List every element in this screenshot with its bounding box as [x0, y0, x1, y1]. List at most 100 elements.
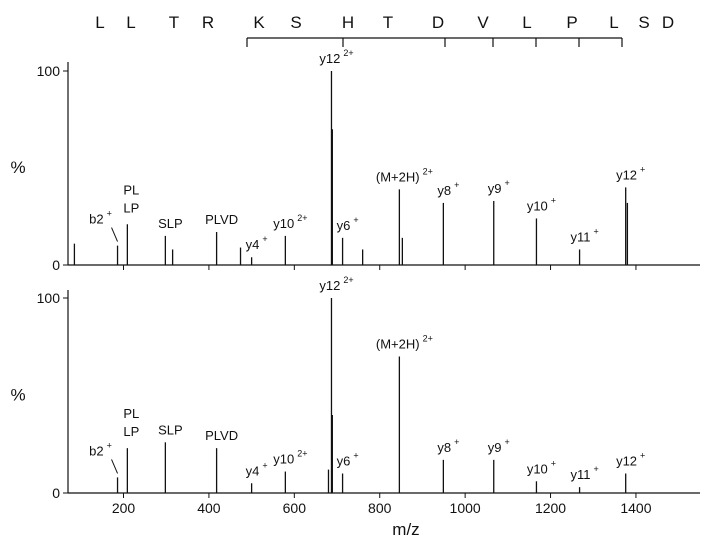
annotation-charge: + [353, 451, 358, 461]
annotation-label: PL [123, 406, 139, 421]
annotation-charge: + [454, 437, 459, 447]
annotation-charge: 2+ [343, 275, 353, 285]
annotation-label: y11 [570, 229, 590, 244]
annotation-label: y8 [437, 183, 451, 198]
peak-annotation: y10 2+ [273, 213, 307, 231]
sequence-residue: S [638, 13, 649, 32]
annotation-label: y12 [616, 167, 637, 182]
annotation-label: y10 [273, 452, 294, 467]
annotation-label: (M+2H) [376, 169, 420, 184]
x-axis-title: m/z [392, 520, 419, 539]
peak-annotation: y10 + [527, 458, 556, 476]
sequence-bracket [246, 37, 623, 47]
peak-annotation: y4 + [246, 460, 268, 478]
annotation-charge: + [107, 209, 112, 219]
annotation-charge: 2+ [423, 166, 433, 176]
peak-annotation: y10 + [527, 195, 556, 213]
peak-annotation: (M+2H) 2+ [376, 334, 433, 352]
annotation-label: y11 [570, 467, 590, 482]
annotation-charge: + [262, 234, 267, 244]
peak-annotation: LP [123, 424, 139, 439]
annotation-charge: 2+ [423, 334, 433, 344]
annotation-charge: 2+ [343, 48, 353, 58]
x-tick-label: 600 [283, 500, 307, 516]
annotation-charge: + [551, 458, 556, 468]
annotation-charge: + [640, 451, 645, 461]
x-tick-label: 400 [197, 500, 221, 516]
annotation-label: y10 [527, 198, 548, 213]
peak-annotation: b2 + [89, 209, 112, 227]
sequence-residue: H [342, 13, 354, 32]
y-tick-label: 0 [52, 485, 60, 501]
peak-annotation: LP [123, 200, 139, 215]
annotation-label: y6 [337, 218, 351, 233]
annotation-label: PLVD [205, 428, 238, 443]
annotation-charge: 2+ [297, 213, 307, 223]
peak-annotation: y4 + [246, 234, 268, 252]
annotation-charge: + [504, 437, 509, 447]
annotation-label: PL [123, 182, 139, 197]
annotation-label: y10 [527, 461, 548, 476]
annotation-label: LP [123, 424, 139, 439]
x-tick-label: 200 [112, 500, 136, 516]
annotation-label: SLP [158, 216, 183, 231]
peak-annotation: SLP [158, 216, 183, 231]
sequence-residue: P [566, 13, 577, 32]
sequence-residue: T [169, 13, 179, 32]
annotation-label: PLVD [205, 212, 238, 227]
annotation-charge: + [551, 195, 556, 205]
sequence-residue: V [477, 13, 489, 32]
annotation-label: y12 [616, 454, 637, 469]
peak-annotation: y8 + [437, 437, 459, 455]
annotation-label: y6 [337, 454, 351, 469]
y-tick-label: 100 [37, 290, 61, 306]
y-tick-label: 100 [37, 63, 61, 79]
peak-annotation: y8 + [437, 180, 459, 198]
y-axis-title: % [10, 386, 25, 405]
sequence-residue: L [522, 13, 531, 32]
annotation-label: y12 [319, 278, 340, 293]
peak-annotation: y6 + [337, 215, 359, 233]
annotation-label: y12 [319, 51, 340, 66]
peak-annotation: y12 2+ [319, 48, 353, 66]
sequence-residue: T [383, 13, 393, 32]
peak-annotation: y9 + [488, 437, 510, 455]
annotation-label: y4 [246, 237, 260, 252]
annotation-label: y10 [273, 216, 294, 231]
annotation-label: y8 [437, 440, 451, 455]
annotation-charge: + [593, 226, 598, 236]
peak-annotation: PLVD [205, 212, 238, 227]
annotation-charge: + [262, 460, 267, 470]
annotation-leader [111, 227, 118, 242]
sequence-residue: L [609, 13, 618, 32]
peak-annotation: y6 + [337, 451, 359, 469]
annotation-label: SLP [158, 422, 183, 437]
peak-annotation: y10 2+ [273, 449, 307, 467]
peak-annotation: PLVD [205, 428, 238, 443]
peak-annotation: SLP [158, 422, 183, 437]
sequence-residue: L [126, 13, 135, 32]
sequence-residue: D [432, 13, 444, 32]
annotation-label: (M+2H) [376, 337, 420, 352]
annotation-charge: + [454, 180, 459, 190]
annotation-label: b2 [89, 212, 103, 227]
annotation-charge: + [353, 215, 358, 225]
peak-annotation: y11 + [570, 464, 598, 482]
peak-annotation: (M+2H) 2+ [376, 166, 433, 184]
annotation-label: b2 [89, 443, 103, 458]
peak-annotation: y12 + [616, 164, 645, 182]
annotation-label: LP [123, 200, 139, 215]
annotation-charge: + [504, 178, 509, 188]
annotation-charge: + [107, 440, 112, 450]
x-tick-label: 1000 [450, 500, 481, 516]
annotation-charge: 2+ [297, 449, 307, 459]
sequence-residue: S [290, 13, 301, 32]
annotation-leader [111, 459, 118, 474]
annotation-label: y4 [246, 463, 260, 478]
peak-annotation: b2 + [89, 440, 112, 458]
sequence-residue: D [662, 13, 674, 32]
peak-annotation: y11 + [570, 226, 598, 244]
y-axis-title: % [10, 158, 25, 177]
annotation-charge: + [640, 164, 645, 174]
